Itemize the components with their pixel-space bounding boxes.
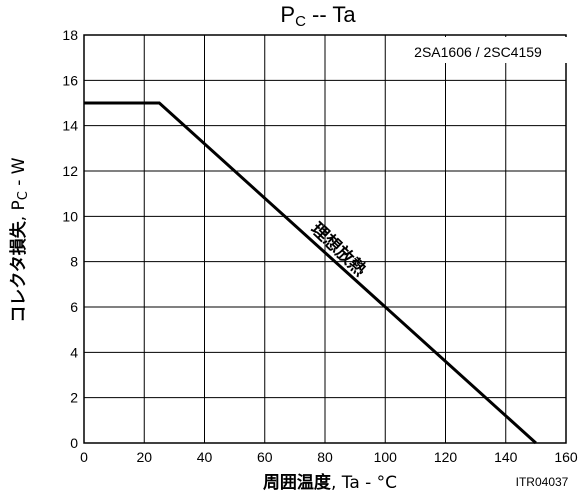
plot-frame (83, 34, 567, 444)
y-axis-label-sub: C (16, 191, 31, 200)
x-tick-label: 40 (197, 449, 213, 465)
chart-title: PC -- Ta (280, 2, 356, 30)
y-tick-label: 18 (62, 27, 78, 43)
title-main: P (280, 2, 295, 27)
y-tick-label: 12 (62, 163, 78, 179)
x-tick-label: 120 (434, 449, 458, 465)
x-tick-label: 20 (136, 449, 152, 465)
y-tick-label: 8 (70, 254, 78, 270)
y-axis-label-rest-1: , P (9, 200, 29, 221)
y-tick-label: 14 (62, 118, 78, 134)
title-rest: -- Ta (306, 2, 356, 27)
x-tick-label: 160 (554, 449, 578, 465)
model-label: 2SA1606 / 2SC4159 (414, 44, 542, 60)
figure-code: ITR04037 (516, 475, 569, 489)
derating-curve (84, 101, 537, 445)
x-axis-label-rest: , Ta - °C (331, 473, 397, 492)
x-tick-label: 140 (494, 449, 518, 465)
annotation-ideal-heat-dissipation: 理想放熱 (307, 218, 371, 280)
y-tick-label: 6 (70, 299, 78, 315)
y-tick-label: 4 (70, 344, 78, 360)
x-tick-label: 0 (80, 449, 88, 465)
y-tick-label: 0 (70, 435, 78, 451)
x-axis-label: 周囲温度, Ta - °C (263, 472, 397, 492)
grid (84, 35, 566, 443)
x-tick-labels: 0 20 40 60 80 100 120 140 160 (80, 449, 578, 465)
x-tick-label: 80 (317, 449, 333, 465)
x-tick-label: 60 (257, 449, 273, 465)
y-axis-label-rest-2: - W (9, 157, 29, 191)
y-tick-label: 2 (70, 390, 78, 406)
y-tick-label: 16 (62, 72, 78, 88)
title-sub: C (295, 13, 306, 30)
model-label-box: 2SA1606 / 2SC4159 (386, 37, 570, 63)
series-layer (84, 101, 537, 445)
y-axis-label-bold: コレクタ損失 (8, 220, 29, 322)
y-tick-labels: 0 2 4 6 8 10 12 14 16 18 (62, 27, 78, 451)
y-axis-label: コレクタ損失, PC - W (8, 157, 31, 322)
x-tick-label: 100 (374, 449, 398, 465)
y-tick-label: 10 (62, 208, 78, 224)
x-axis-label-bold: 周囲温度 (263, 472, 332, 492)
